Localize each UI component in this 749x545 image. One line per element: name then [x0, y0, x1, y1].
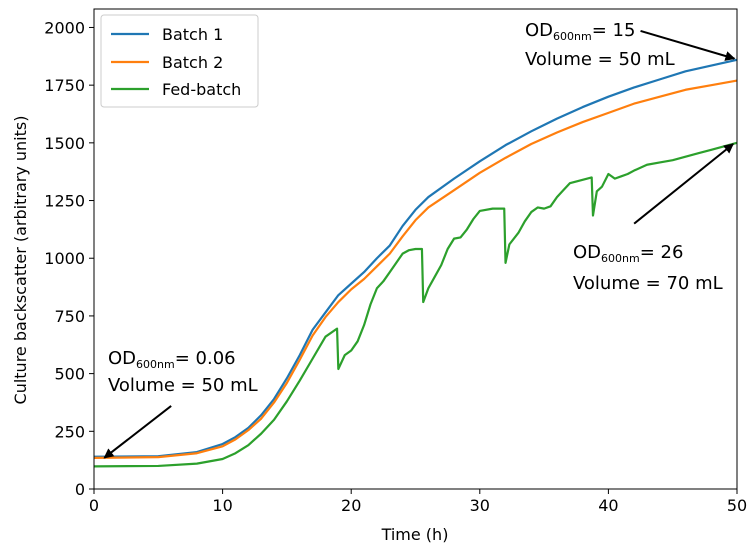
- legend-box: [100, 14, 259, 108]
- x-tick-label: 0: [89, 496, 99, 515]
- y-tick-label: 2000: [44, 18, 85, 37]
- annotation-batch-end-line1: OD600nm= 15: [525, 20, 635, 43]
- annotation-fed-batch-end-line1: OD600nm= 26: [573, 242, 683, 265]
- annotation-arrow-1: [103, 405, 172, 459]
- series-line-batch-2: [93, 79, 738, 459]
- annotation-arrow-2: [640, 29, 736, 61]
- y-tick-label: 0: [75, 480, 85, 499]
- legend-label-batch-2: Batch 2: [162, 53, 223, 72]
- y-tick-label: 500: [54, 365, 85, 384]
- y-tick-label: 1000: [44, 249, 85, 268]
- axis-ticks: 0 10 20 30 40 5002505007501000125015001750200…: [44, 18, 747, 515]
- series-line-batch-1: [93, 58, 738, 458]
- annotation-fed-batch-end: OD600nm= 26 Volume = 70 mL: [573, 242, 723, 294]
- legend-label-batch-1: Batch 1: [162, 25, 223, 44]
- series-line-fed-batch: [93, 141, 738, 468]
- y-tick-label: 1250: [44, 192, 85, 211]
- annotation-arrow-3: [633, 143, 734, 225]
- annotation-start-line2: Volume = 50 mL: [108, 375, 258, 396]
- x-tick-label: 10: [212, 496, 232, 515]
- series-layer: [93, 58, 738, 468]
- annotation-batch-end: OD600nm= 15 Volume = 50 mL: [525, 20, 675, 70]
- y-axis-label: Culture backscatter (arbitrary units): [11, 116, 30, 405]
- x-axis-label: Time (h): [381, 525, 449, 544]
- annotation-arrows: [103, 29, 736, 459]
- y-tick-label: 1750: [44, 76, 85, 95]
- x-tick-label: 20: [341, 496, 361, 515]
- x-tick-label: 40: [598, 496, 618, 515]
- x-tick-label: 50: [727, 496, 747, 515]
- x-tick-label: 30: [470, 496, 490, 515]
- y-tick-label: 1500: [44, 134, 85, 153]
- y-tick-label: 750: [54, 307, 85, 326]
- annotation-batch-end-line2: Volume = 50 mL: [525, 49, 675, 70]
- legend-label-fed-batch: Fed-batch: [162, 80, 241, 99]
- annotation-start: OD600nm= 0.06 Volume = 50 mL: [108, 348, 258, 396]
- annotation-start-line1: OD600nm= 0.06: [108, 348, 236, 371]
- y-tick-label: 250: [54, 422, 85, 441]
- annotation-fed-batch-end-line2: Volume = 70 mL: [573, 273, 723, 294]
- plot-frame: [93, 8, 738, 490]
- legend: Batch 1 Batch 2 Fed-batch: [100, 14, 259, 108]
